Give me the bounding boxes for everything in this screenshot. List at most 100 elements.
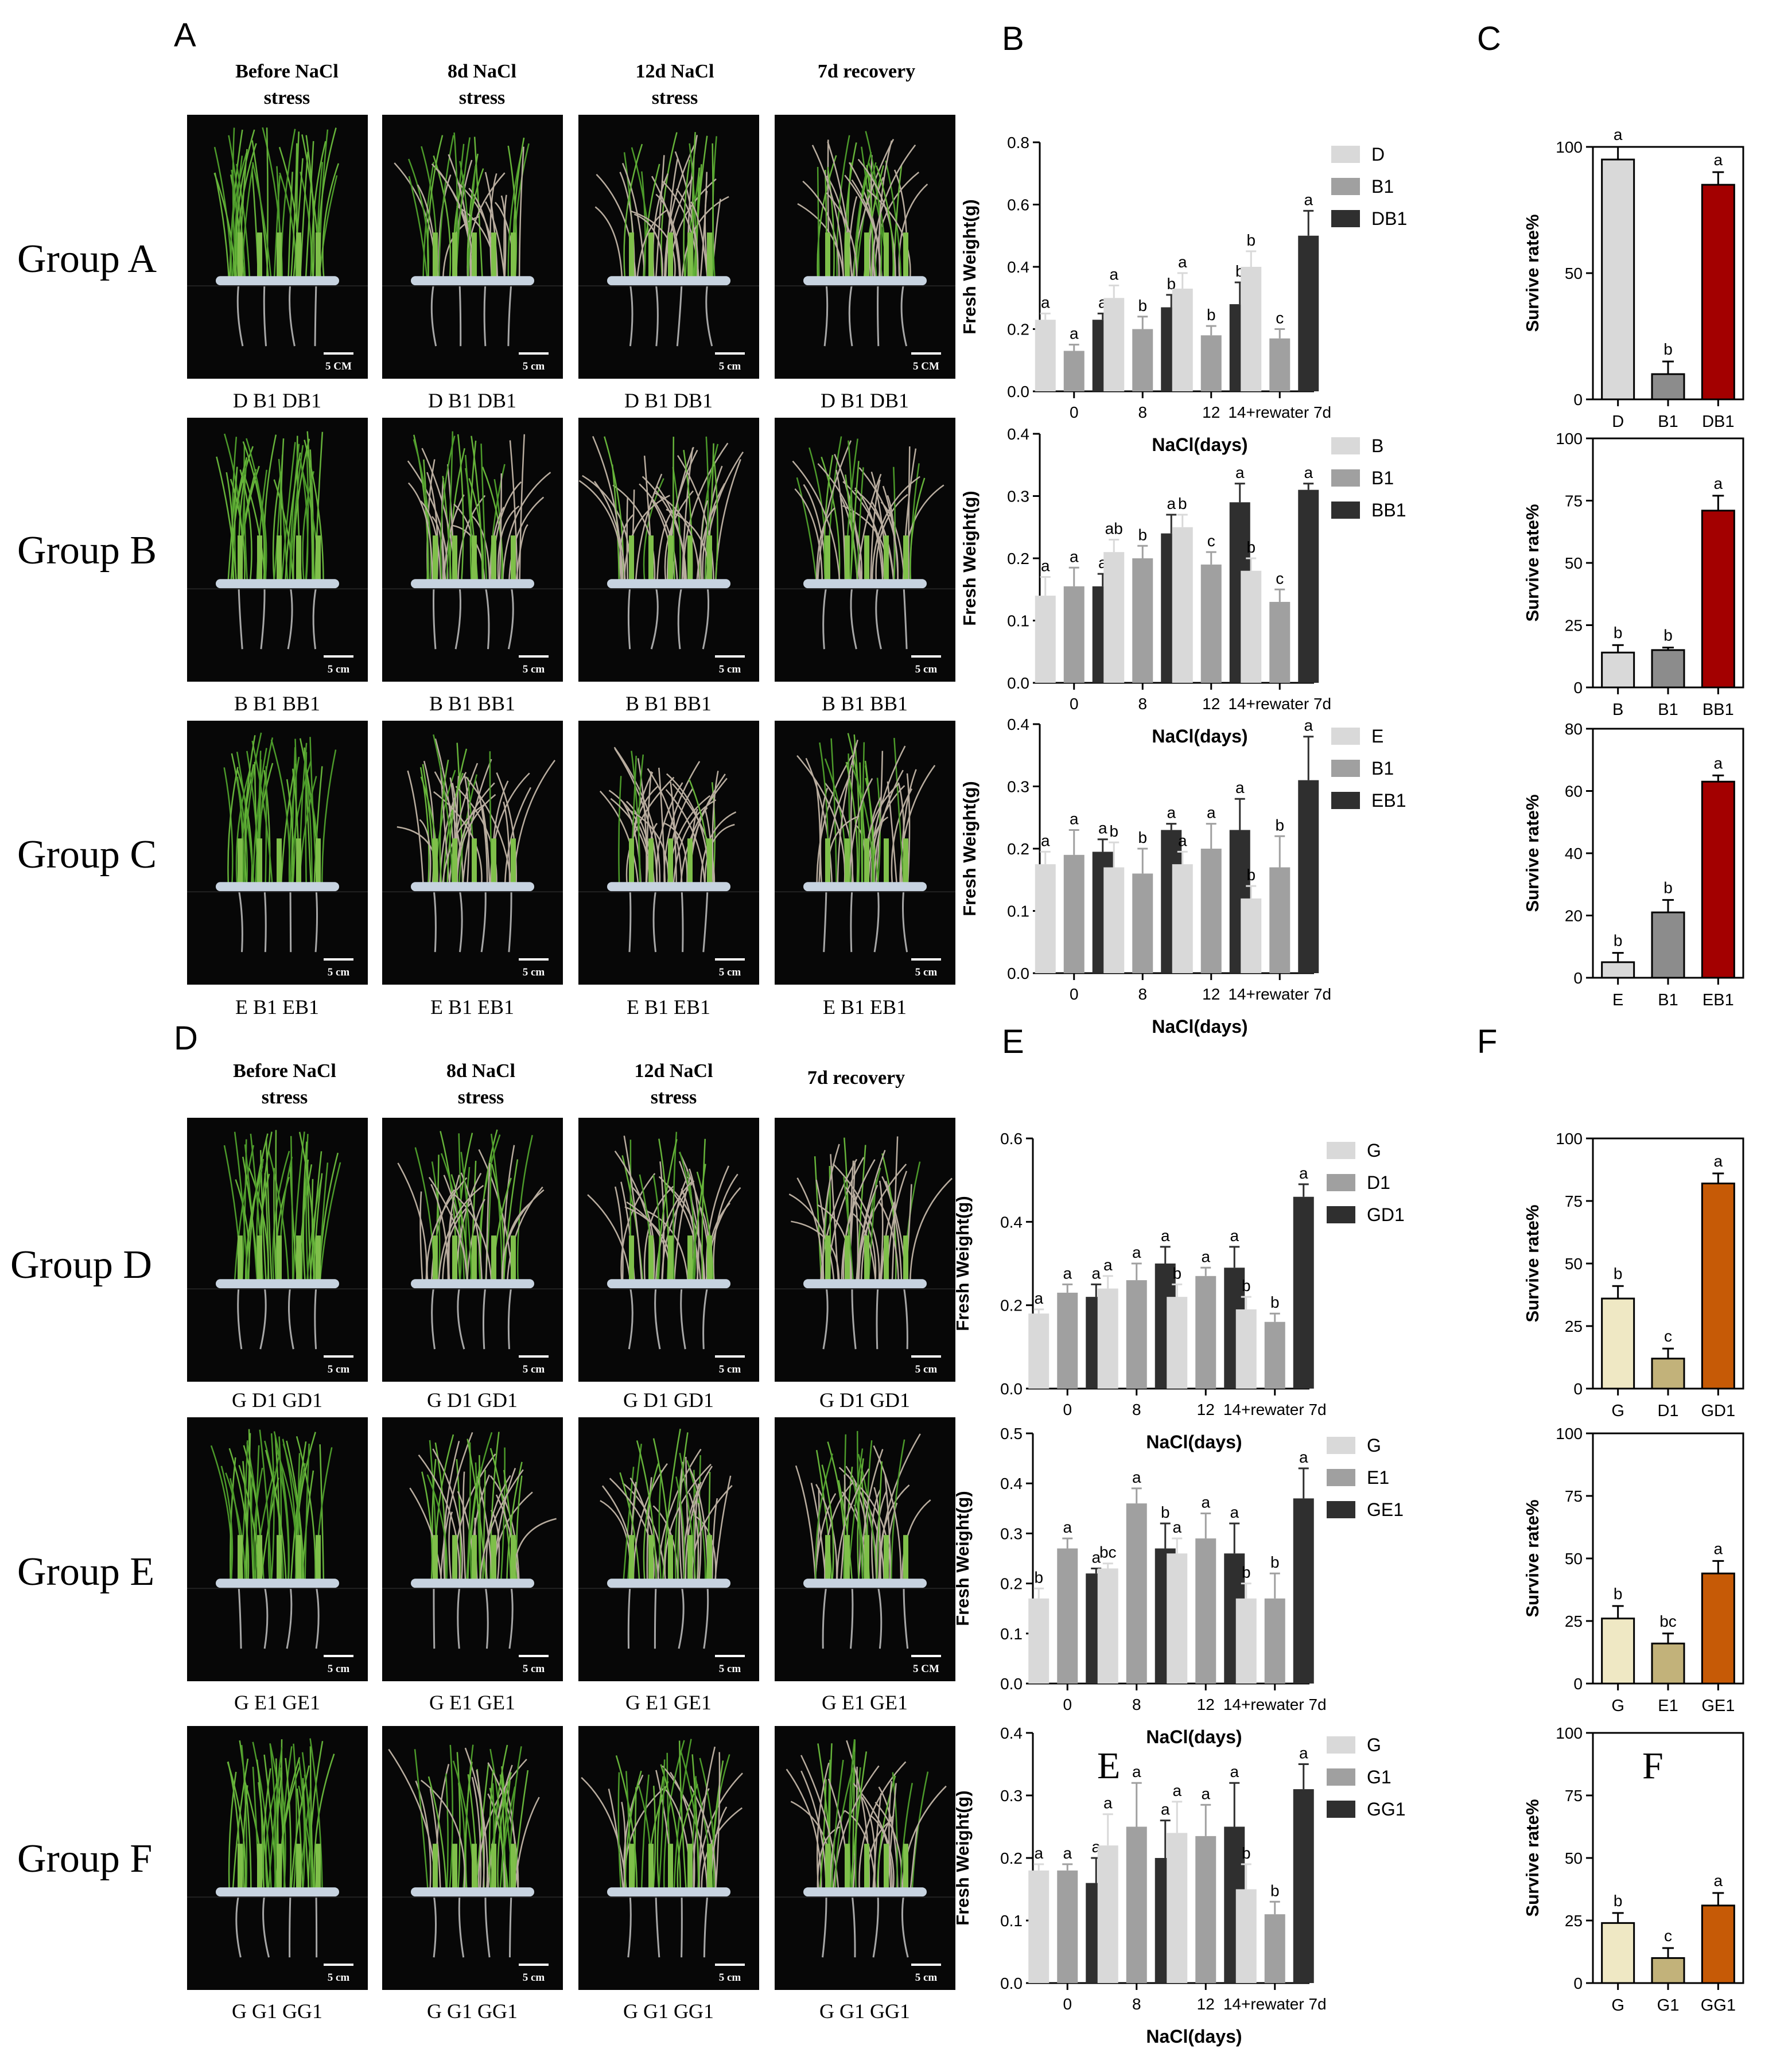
col-header-before: Before NaCl stress: [235, 61, 339, 108]
significance-letter: a: [1161, 1227, 1170, 1245]
significance-letter: b: [1109, 822, 1118, 840]
significance-letter: b: [1270, 1553, 1280, 1571]
x-tick-label: GE1: [1701, 1697, 1735, 1715]
significance-letter: b: [1614, 1585, 1623, 1603]
significance-letter: a: [1091, 1264, 1101, 1282]
significance-letter: a: [1178, 831, 1187, 849]
bar: [1200, 849, 1222, 973]
legend-label: B1: [1371, 758, 1394, 779]
bar: [1601, 961, 1635, 979]
y-tick-label: 0: [1573, 1675, 1583, 1693]
scale-bar-label: 5 CM: [325, 360, 352, 372]
significance-letter: a: [1714, 1540, 1723, 1557]
significance-letter: a: [1614, 126, 1623, 143]
genotype-caption: E B1 EB1: [822, 996, 907, 1018]
col-header-12d: 12d NaCl stress: [634, 1060, 713, 1108]
significance-letter: a: [1207, 804, 1216, 822]
plant-photo: 5 cm: [775, 418, 955, 682]
legend-swatch: [1331, 469, 1360, 487]
legend-swatch: [1331, 502, 1360, 519]
legend-label: GD1: [1367, 1204, 1405, 1225]
bar: [1293, 1196, 1314, 1389]
genotype-caption: B B1 BB1: [429, 692, 516, 715]
y-tick-label: 0: [1573, 1974, 1583, 1992]
significance-letter: a: [1235, 464, 1245, 481]
y-tick-label: 0.1: [1007, 903, 1029, 920]
y-tick-label: 0: [1573, 1380, 1583, 1398]
significance-letter: b: [1242, 1277, 1251, 1294]
x-tick-label: 8: [1138, 403, 1147, 421]
y-tick-label: 75: [1565, 1192, 1583, 1210]
significance-letter: b: [1614, 1265, 1623, 1282]
significance-letter: b: [1614, 1892, 1623, 1910]
bar: [1126, 1503, 1147, 1684]
y-tick-label: 0.4: [1000, 1475, 1023, 1492]
x-tick-label: 14+rewater 7d: [1223, 1696, 1327, 1713]
scale-bar-label: 5 cm: [328, 1972, 350, 1984]
bar: [1601, 158, 1635, 401]
legend-swatch: [1331, 146, 1360, 163]
scale-bar-label: 5 cm: [523, 1363, 545, 1375]
genotype-caption: G G1 GG1: [427, 2000, 518, 2023]
bar: [1132, 329, 1153, 391]
x-tick-label: 14+rewater 7d: [1228, 403, 1331, 421]
significance-letter: a: [1714, 1152, 1723, 1170]
plant-photo: 5 CM: [775, 115, 955, 379]
bar: [1167, 1833, 1188, 1983]
bar: [1097, 1288, 1118, 1389]
x-tick-label: 14+rewater 7d: [1223, 1995, 1327, 2013]
bar: [1200, 564, 1222, 683]
significance-letter: a: [1132, 1763, 1141, 1781]
significance-letter: b: [1034, 1568, 1043, 1586]
significance-letter: a: [1132, 1468, 1141, 1486]
genotype-caption: E B1 EB1: [430, 996, 514, 1018]
x-axis-label: NaCl(days): [1152, 726, 1247, 747]
bar: [1241, 267, 1262, 391]
y-tick-label: 0.5: [1000, 1425, 1023, 1443]
legend-swatch: [1331, 728, 1360, 745]
y-tick-label: 0: [1573, 969, 1583, 987]
y-tick-label: 0.8: [1007, 134, 1029, 151]
y-tick-label: 0.4: [1007, 258, 1029, 276]
significance-letter: b: [1242, 1564, 1251, 1581]
y-tick-label: 0.4: [1000, 1724, 1023, 1742]
bar: [1264, 1321, 1285, 1389]
y-tick-label: 0.4: [1007, 425, 1029, 443]
y-axis-label: Survive rate%: [1522, 794, 1542, 912]
plant-photo: 5 cm: [578, 115, 759, 379]
bar: [1063, 854, 1085, 973]
survive-rate-chart: 0 25 50 75 100 Survive rate% Gb D1 c GD1 a: [1522, 1130, 1744, 1420]
x-tick-label: 0: [1070, 403, 1079, 421]
y-axis-label: Fresh Weight(g): [959, 199, 979, 334]
x-tick-label: 8: [1132, 1696, 1141, 1713]
legend-swatch: [1327, 1469, 1355, 1486]
y-tick-label: 75: [1565, 1787, 1583, 1805]
y-tick-label: 0.0: [1000, 1675, 1023, 1693]
bar: [1651, 1358, 1685, 1390]
bar: [1035, 320, 1056, 391]
x-tick-label: E1: [1658, 1697, 1678, 1715]
significance-letter: b: [1663, 340, 1673, 358]
bar: [1298, 780, 1319, 973]
legend-label: E: [1371, 726, 1383, 747]
bar: [1195, 1276, 1216, 1389]
overlay-letter-e: E: [1097, 1745, 1121, 1787]
legend-label: EB1: [1371, 790, 1406, 811]
panel-letter-b: B: [1002, 20, 1024, 57]
x-tick-label: 12: [1197, 1696, 1215, 1713]
significance-letter: b: [1178, 495, 1187, 512]
overlay-letter-f: F: [1642, 1745, 1663, 1787]
bar: [1701, 780, 1735, 979]
significance-letter: c: [1276, 309, 1284, 327]
y-tick-label: 100: [1556, 1724, 1583, 1742]
bar: [1097, 1845, 1118, 1983]
scale-bar-label: 5 CM: [913, 360, 939, 372]
plant-photo: 5 cm: [775, 1118, 955, 1382]
significance-letter: b: [1663, 627, 1673, 644]
significance-letter: a: [1103, 1256, 1113, 1274]
x-tick-label: GG1: [1701, 1996, 1736, 2015]
x-axis-label: NaCl(days): [1146, 1727, 1242, 1747]
x-tick-label: D: [1612, 413, 1624, 431]
significance-letter: a: [1714, 754, 1723, 772]
